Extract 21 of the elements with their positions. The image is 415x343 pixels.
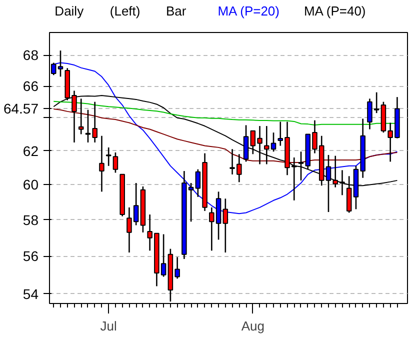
chart-title: Daily: [54, 4, 84, 18]
y-tick-label: 62: [22, 142, 39, 159]
y-tick-label: 68: [22, 47, 39, 64]
y-tick-label: 64.57: [3, 100, 39, 117]
y-tick-label: 66: [22, 78, 39, 94]
y-tick-label: 54: [22, 286, 39, 302]
candlestick: [112, 152, 118, 174]
text: MA (P=40): [304, 4, 366, 18]
y-tick-label: 56: [22, 248, 39, 264]
candlestick: [222, 198, 228, 254]
chart-subtitle: (Left): [110, 4, 140, 18]
candlestick: [243, 124, 249, 162]
candlestick: [99, 135, 104, 192]
x-tick-label: Aug: [241, 318, 264, 334]
text: Bar: [166, 4, 187, 18]
candlestick: [78, 98, 84, 135]
y-tick-label: 60: [22, 176, 39, 193]
x-tick-label: Jul: [100, 318, 118, 334]
text: MA (P=20): [218, 4, 280, 18]
y-tick-label: 58: [22, 212, 39, 228]
candlestick: [106, 146, 112, 167]
